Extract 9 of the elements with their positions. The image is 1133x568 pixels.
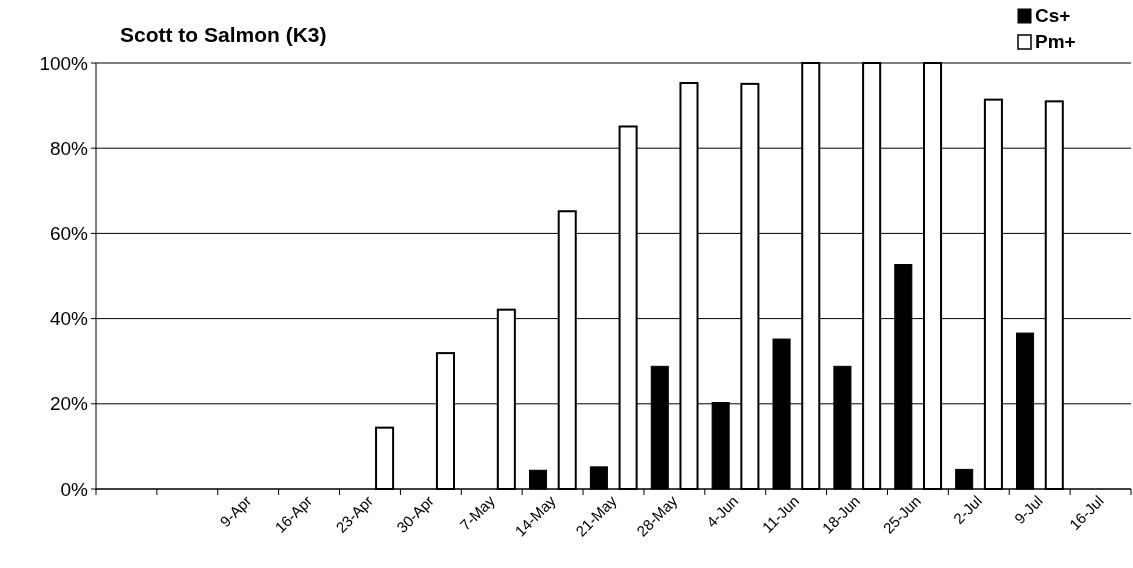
chart-title: Scott to Salmon (K3) [120,23,327,46]
legend-label: Cs+ [1035,5,1071,26]
y-tick-label: 60% [49,223,89,245]
legend-label: Pm+ [1035,31,1076,52]
y-tick-label: 100% [39,52,89,74]
y-tick-label: 20% [49,393,89,415]
y-tick-label: 40% [49,308,89,330]
y-tick-label: 80% [49,137,89,159]
y-tick-label: 0% [60,478,89,500]
